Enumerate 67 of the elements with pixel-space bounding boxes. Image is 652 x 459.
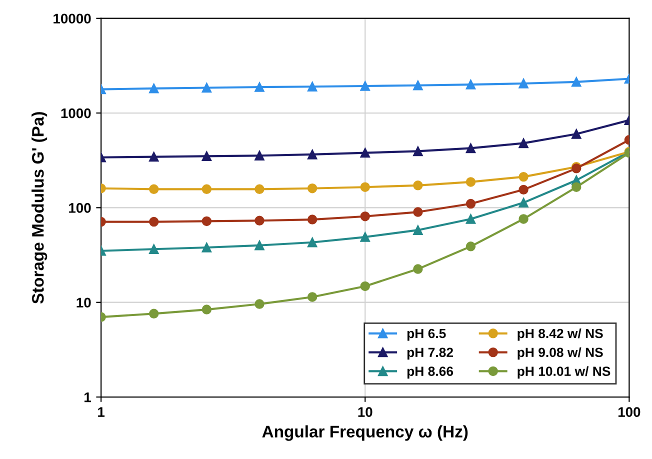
point [149,308,159,319]
point [307,238,318,248]
point [413,80,423,90]
point [149,244,159,254]
x-tick-label: 1 [98,407,105,417]
point [254,184,264,194]
point [202,242,212,252]
point [518,138,528,148]
point [360,212,370,222]
point [413,207,423,217]
point [413,264,423,274]
legend-label: pH 6.5 [407,328,446,341]
y-tick-label: 1 [84,392,91,402]
point [254,216,264,226]
y-tick-label: 1000 [61,108,91,118]
point [307,292,318,302]
point [307,82,318,92]
point [254,150,264,160]
point [202,82,212,93]
legend-label: pH 10.01 w/ NS [518,366,610,379]
point [360,81,370,91]
point [413,146,423,156]
point [466,198,476,209]
point [202,184,212,194]
legend-label: pH 7.82 [407,348,453,360]
point [518,198,528,208]
point [360,182,370,192]
point [572,129,582,139]
point [572,182,582,192]
y-axis-title: Storage Modulus G' (Pa) [32,112,48,304]
y-tick-label: 10000 [54,14,91,24]
point [202,216,212,226]
y-tick-label: 100 [69,203,91,213]
point [466,177,476,187]
x-tick-label: 100 [618,407,640,417]
point [307,184,318,194]
point [307,150,318,160]
point [360,281,370,292]
y-tick-label: 10 [76,298,91,308]
x-axis-title: Angular Frequency ω (Hz) [262,425,468,441]
point [572,77,582,87]
point [360,232,370,242]
point [466,143,476,154]
point [518,172,528,182]
point [307,214,318,224]
point [413,180,423,190]
point [466,242,476,252]
point [360,148,370,158]
point [149,152,159,162]
x-tick-label: 10 [358,407,372,417]
point [518,214,528,224]
point [202,304,212,314]
point [518,184,528,195]
point [413,225,423,235]
point [518,78,528,88]
legend-label: pH 9.08 w/ NS [518,347,603,360]
point [149,216,159,227]
point [466,80,476,90]
point [254,299,264,309]
point [202,151,212,162]
legend-label: pH 8.66 [407,366,454,379]
point [254,240,264,250]
point [466,214,476,224]
point [149,84,159,94]
legend-label: pH 8.42 w/ NS [518,328,603,341]
point [149,184,159,194]
point [254,82,264,92]
